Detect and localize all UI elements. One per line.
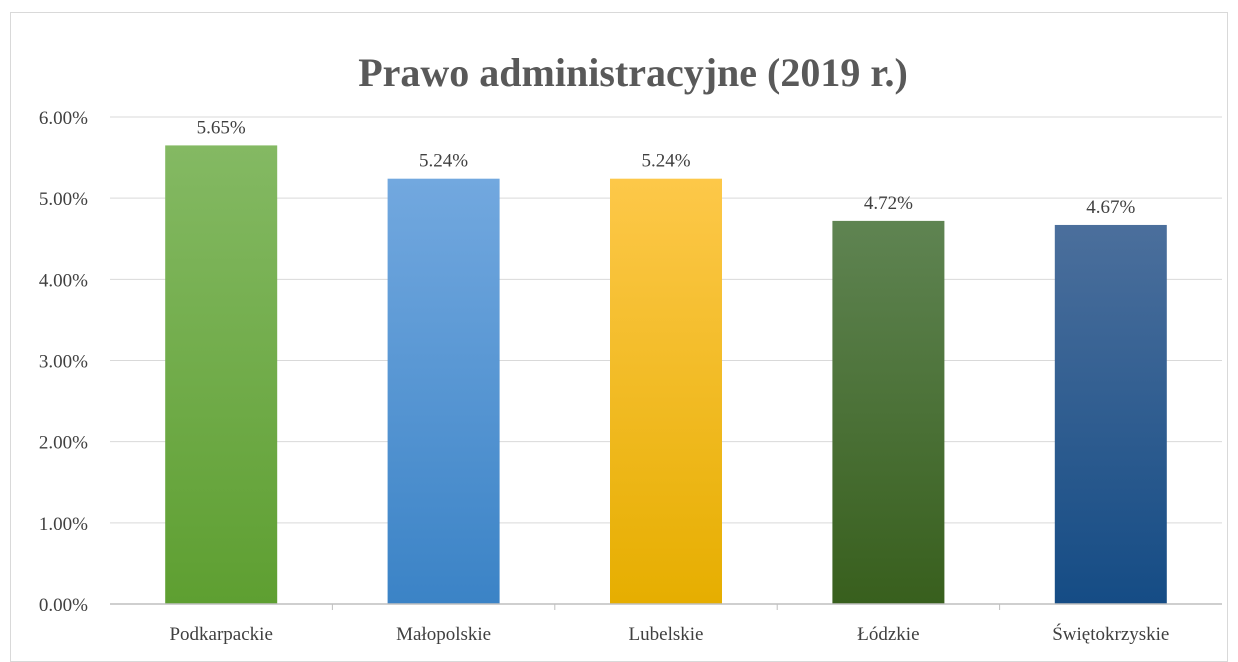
y-tick-label: 5.00% [39, 189, 88, 210]
y-tick-label: 0.00% [39, 595, 88, 616]
data-label: 5.24% [419, 151, 468, 172]
x-tick-label: Małopolskie [396, 624, 491, 645]
bar-2 [387, 178, 500, 605]
y-tick-label: 4.00% [39, 270, 88, 291]
y-axis-ticks: 0.00% 1.00% 2.00% 3.00% 4.00% 5.00% 6.00% [39, 108, 88, 616]
category-labels: Podkarpackie Małopolskie Lubelskie Łódzkie Ś… [169, 604, 1169, 645]
chart-title: Prawo administracyjne (2019 r.) [358, 50, 908, 95]
bars [165, 145, 1167, 605]
x-tick-label: Świętokrzyskie [1052, 623, 1169, 645]
x-tick-label: Podkarpackie [169, 624, 272, 645]
x-tick-label: Lubelskie [629, 624, 704, 645]
data-label: 5.65% [197, 117, 246, 138]
y-tick-label: 2.00% [39, 433, 88, 454]
data-labels: 5.65% 5.24% 5.24% 4.72% 4.67% [197, 117, 1136, 218]
bar-5 [1054, 224, 1167, 604]
data-label: 5.24% [641, 151, 690, 172]
y-tick-label: 6.00% [39, 108, 88, 129]
bar-1 [165, 145, 278, 605]
y-tick-label: 3.00% [39, 352, 88, 373]
bar-4 [832, 220, 945, 605]
data-label: 4.67% [1086, 197, 1135, 218]
y-tick-label: 1.00% [39, 514, 88, 535]
data-label: 4.72% [864, 193, 913, 214]
bar-3 [610, 178, 722, 605]
x-tick-label: Łódzkie [857, 624, 919, 645]
